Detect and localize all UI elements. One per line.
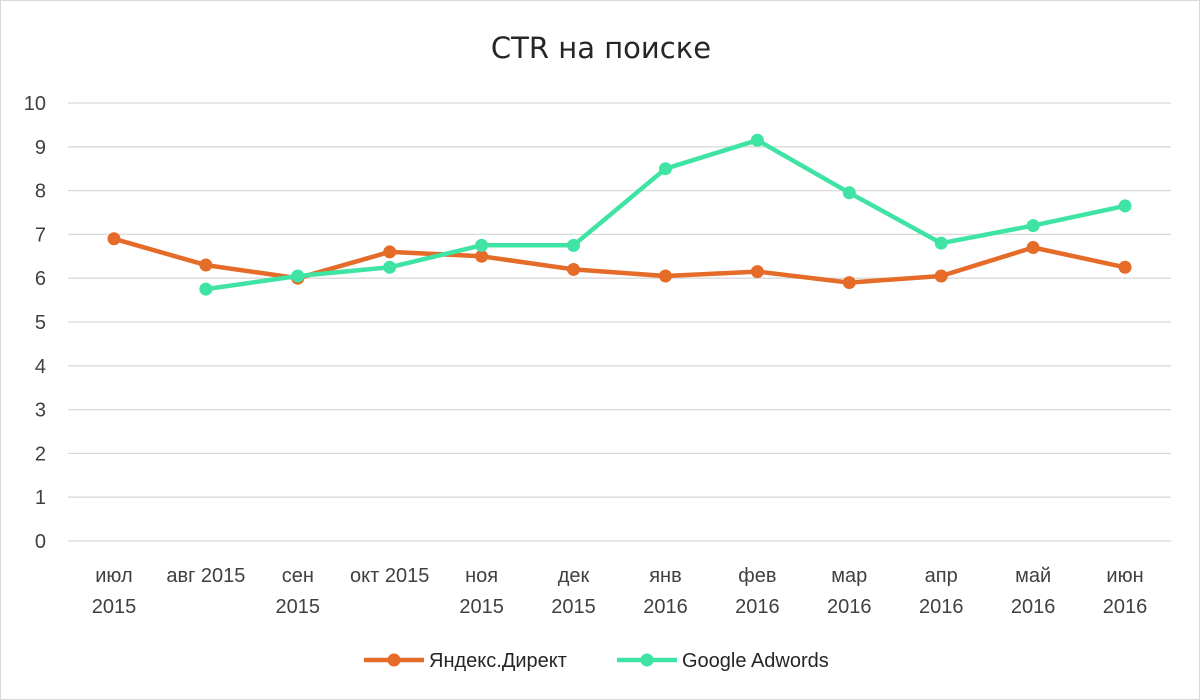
data-point (842, 186, 856, 200)
y-tick-label: 7 (35, 224, 46, 246)
x-tick-label: 2015 (551, 596, 596, 618)
grid-layer (68, 102, 1171, 542)
data-point (475, 238, 489, 252)
x-tick-label: окт 2015 (350, 565, 429, 587)
x-tick-label: 2016 (735, 596, 780, 618)
x-tick-label: янв (649, 565, 682, 587)
data-point (199, 258, 213, 272)
data-point (750, 133, 764, 147)
chart-title: CTR на поиске (491, 31, 711, 65)
data-point (658, 269, 672, 283)
x-tick-label: дек (558, 565, 590, 587)
data-point (842, 276, 856, 290)
legend-label-1: Google Adwords (682, 650, 829, 672)
data-point (1118, 199, 1132, 213)
legend-marker-0 (387, 653, 401, 667)
data-point (383, 245, 397, 259)
data-point (750, 265, 764, 279)
data-point (1026, 219, 1040, 233)
data-point (291, 269, 305, 283)
x-tick-label: 2016 (827, 596, 872, 618)
series-line-0 (111, 236, 1128, 285)
x-tick-label: 2016 (643, 596, 688, 618)
data-point (383, 260, 397, 274)
x-tick-label: 2015 (276, 596, 321, 618)
data-point (658, 162, 672, 176)
x-tick-label: сен (282, 565, 314, 587)
data-point (934, 236, 948, 250)
y-tick-label: 1 (35, 487, 46, 509)
data-point (107, 232, 121, 246)
y-axis-ticks: 0 1 2 3 4 5 6 7 8 9 10 (24, 93, 46, 553)
legend-marker-1 (640, 653, 654, 667)
x-tick-label: авг 2015 (166, 565, 245, 587)
x-tick-label: 2015 (92, 596, 137, 618)
y-tick-label: 2 (35, 443, 46, 465)
data-point (567, 238, 581, 252)
data-point (199, 282, 213, 296)
x-tick-label: апр (925, 565, 958, 587)
x-tick-label: фев (738, 565, 776, 587)
data-point (1026, 241, 1040, 255)
x-tick-label: 2016 (919, 596, 964, 618)
x-axis-ticks: июл 2015 авг 2015 сен 2015 окт 2015 ноя 2015 дек… (92, 565, 1148, 618)
y-tick-label: 8 (35, 181, 46, 203)
y-tick-label: 9 (35, 137, 46, 159)
x-tick-label: 2016 (1011, 596, 1056, 618)
y-tick-label: 5 (35, 312, 46, 334)
series-layer (107, 133, 1132, 296)
y-tick-label: 4 (35, 356, 46, 378)
y-tick-label: 3 (35, 400, 46, 422)
x-tick-label: июл (95, 565, 132, 587)
x-tick-label: май (1015, 565, 1051, 587)
y-tick-label: 0 (35, 531, 46, 553)
x-tick-label: 2015 (459, 596, 504, 618)
x-tick-label: 2016 (1103, 596, 1148, 618)
x-tick-label: мар (831, 565, 867, 587)
legend: Яндекс.Директ Google Adwords (364, 650, 829, 672)
y-tick-label: 6 (35, 268, 46, 290)
y-tick-label: 10 (24, 93, 46, 115)
data-point (567, 262, 581, 276)
data-point (934, 269, 948, 283)
legend-label-0: Яндекс.Директ (429, 650, 567, 672)
data-point (475, 249, 489, 263)
x-tick-label: июн (1106, 565, 1143, 587)
data-point (1118, 260, 1132, 274)
x-tick-label: ноя (465, 565, 498, 587)
